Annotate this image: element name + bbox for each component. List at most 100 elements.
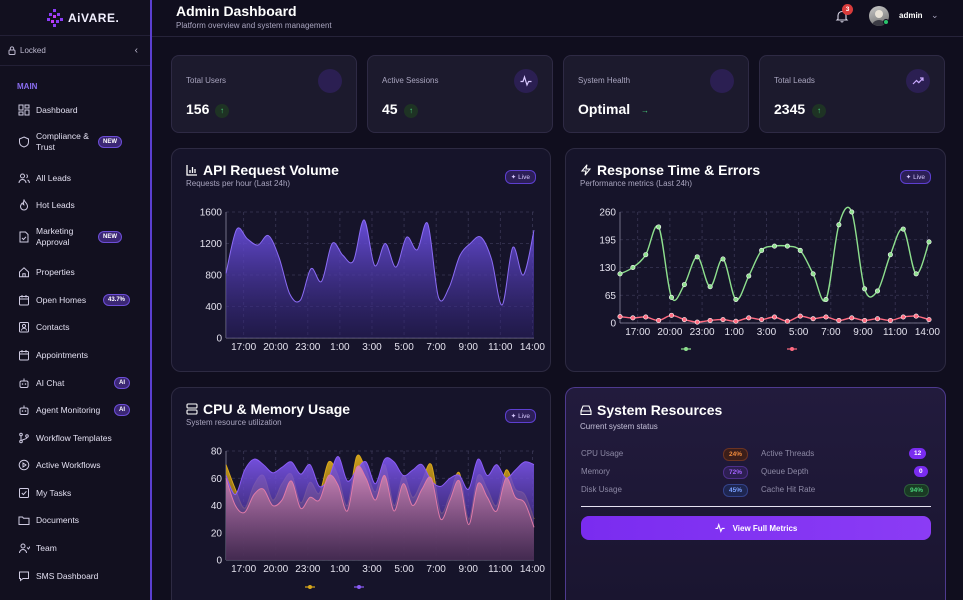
panel-subtitle: Current system status [580, 422, 658, 431]
y-tick-label: 130 [599, 263, 616, 274]
data-point [874, 316, 880, 322]
x-tick-label: 17:00 [231, 564, 256, 575]
sidebar-item-ai-chat[interactable]: AI Chat AI [0, 376, 150, 390]
panel-subtitle: Performance metrics (Last 24h) [580, 179, 693, 188]
stat-card-total-users[interactable]: Total Users 156 ↑ [171, 55, 357, 133]
stat-value: 2345 [774, 101, 806, 117]
sidebar-item-label: My Tasks [36, 487, 72, 498]
x-tick-label: 17:00 [231, 342, 256, 353]
live-badge: ✦ Live [504, 409, 536, 423]
data-point [759, 247, 765, 253]
x-tick-label: 20:00 [263, 564, 288, 575]
sidebar-item-compliance-trust[interactable]: Compliance & Trust NEW [0, 131, 150, 153]
cpu-usage-value: 24% [723, 448, 749, 461]
y-tick-label: 0 [216, 334, 222, 345]
stat-card-active-sessions[interactable]: Active Sessions 45 ↑ [367, 55, 553, 133]
sidebar-item-contacts[interactable]: Contacts [0, 320, 150, 334]
data-point [784, 318, 790, 324]
sidebar-item-sms-dashboard[interactable]: SMS Dashboard [0, 569, 150, 583]
sidebar-item-label: Hot Leads [36, 199, 75, 210]
data-point [900, 314, 906, 320]
data-point [759, 317, 765, 323]
sidebar-item-marketing-approval[interactable]: Marketing Approval NEW [0, 226, 150, 248]
legend-marker [684, 347, 688, 351]
data-point [733, 297, 739, 303]
sidebar-item-agent-monitoring[interactable]: Agent Monitoring AI [0, 403, 150, 417]
x-tick-label: 9:00 [458, 564, 478, 575]
user-name[interactable]: admin [899, 11, 923, 20]
sidebar-item-label: All Leads [36, 172, 71, 183]
sidebar-item-all-leads[interactable]: All Leads [0, 171, 150, 185]
stat-value: 45 [382, 101, 398, 117]
panel-subtitle: Requests per hour (Last 24h) [186, 179, 291, 188]
memory-label: Memory [581, 467, 610, 476]
series-line [225, 455, 535, 496]
data-point [669, 294, 675, 300]
data-point [694, 254, 700, 260]
data-point [874, 288, 880, 294]
sidebar-badge: AI [114, 404, 130, 416]
sidebar-item-active-workflows[interactable]: Active Workflows [0, 458, 150, 472]
series-line [225, 219, 535, 306]
message-icon [19, 571, 29, 582]
memory-value: 72% [723, 466, 749, 479]
stat-label: Total Users [186, 76, 227, 85]
data-point [784, 243, 790, 249]
live-badge: ✦ Live [899, 170, 931, 184]
bot-icon [19, 405, 29, 415]
stat-card-total-leads[interactable]: Total Leads 2345 ↑ [759, 55, 945, 133]
view-full-metrics-button[interactable]: View Full Metrics [581, 516, 931, 540]
data-point [694, 319, 700, 325]
top-header: Admin Dashboard Platform overview and sy… [152, 0, 963, 37]
bar-chart-icon [186, 165, 197, 176]
sidebar-item-dashboard[interactable]: Dashboard [0, 103, 150, 117]
panel-title: CPU & Memory Usage [186, 401, 350, 417]
data-point [862, 286, 868, 292]
y-tick-label: 40 [211, 501, 223, 512]
data-point [836, 317, 842, 323]
team-icon [19, 543, 30, 554]
sidebar-item-properties[interactable]: Properties [0, 265, 150, 279]
legend-marker [308, 585, 312, 589]
x-tick-label: 1:00 [725, 327, 745, 338]
y-tick-label: 1200 [200, 239, 223, 250]
dashboard-icon [18, 104, 30, 116]
sidebar-item-workflow-templates[interactable]: Workflow Templates [0, 431, 150, 445]
sidebar-item-hot-leads[interactable]: Hot Leads [0, 198, 150, 212]
x-tick-label: 7:00 [426, 342, 446, 353]
chevron-down-icon[interactable]: ⌄ [931, 10, 939, 20]
trend-up-icon: ↑ [215, 104, 229, 118]
stat-card-system-health[interactable]: System Health Optimal → [563, 55, 749, 133]
panel-system-resources: System Resources Current system status C… [565, 387, 946, 600]
notification-count: 3 [842, 4, 853, 15]
legend-marker [357, 585, 361, 589]
sidebar-item-documents[interactable]: Documents [0, 513, 150, 527]
data-point [823, 314, 829, 320]
data-point [617, 314, 623, 320]
logo[interactable]: AiVARE. [0, 0, 150, 36]
sidebar-item-label: Team [36, 542, 57, 553]
x-tick-label: 14:00 [915, 327, 940, 338]
x-tick-label: 3:00 [362, 342, 382, 353]
sidebar-item-team[interactable]: Team [0, 541, 150, 555]
collapse-sidebar-icon[interactable]: ‹ [134, 45, 138, 56]
sidebar-item-my-tasks[interactable]: My Tasks [0, 486, 150, 500]
panel-title: API Request Volume [186, 162, 339, 178]
data-point [926, 317, 932, 323]
lock-toggle[interactable]: Locked ‹ [0, 36, 150, 66]
x-tick-label: 3:00 [362, 564, 382, 575]
sidebar-item-appointments[interactable]: Appointments [0, 348, 150, 362]
y-tick-label: 400 [205, 302, 222, 313]
sidebar-item-label: SMS Dashboard [36, 570, 99, 581]
sidebar-item-open-homes[interactable]: Open Homes 43.7% [0, 293, 150, 307]
data-point [617, 271, 623, 277]
folder-icon [18, 516, 30, 525]
panel-response-time: Response Time & Errors Performance metri… [565, 148, 946, 372]
calendar-icon [19, 295, 29, 306]
shield-icon [19, 136, 29, 148]
stat-label: Total Leads [774, 76, 815, 85]
panel-cpu-memory: CPU & Memory Usage System resource utili… [171, 387, 551, 600]
page-title: Admin Dashboard [176, 3, 297, 19]
sidebar-item-label: Documents [36, 514, 79, 525]
users-icon [18, 173, 30, 184]
